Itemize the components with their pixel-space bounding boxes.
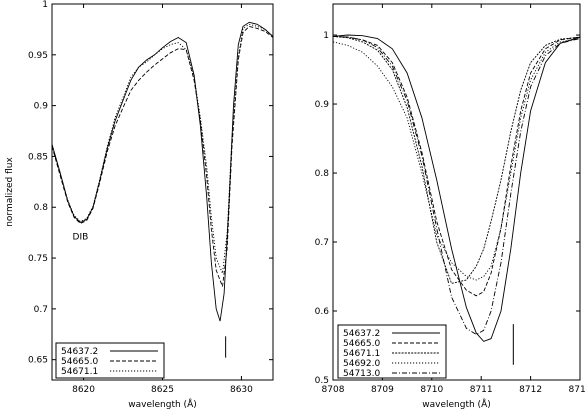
y-tick-label: 0.8 [34,203,49,213]
y-tick-label: 0.95 [28,51,48,61]
left-ticks: 8620 8625 8630 0.65 0.7 0.75 0.8 0.85 0.9 0.95 1 [28,0,273,395]
legend-label: 54671.1 [61,367,98,377]
right-ticks: 8708 8709 8710 8711 8712 8713 0.5 0.6 0.7 0.8 0.9 1 [315,4,585,395]
y-tick-label: 0.9 [34,102,49,112]
y-tick-label: 0.5 [315,376,329,386]
series-line-54637.2 [333,34,580,342]
legend-label: 54671.1 [343,349,380,359]
legend-label: 54637.2 [343,329,380,339]
left-panel: 8620 8625 8630 0.65 0.7 0.75 0.8 0.85 0.9 0.95 1 w… [5,0,274,410]
legend-label: 54665.0 [343,339,380,349]
series-line-54665.0 [333,35,580,297]
left-series [52,21,273,322]
right-panel: 8708 8709 8710 8711 8712 8713 0.5 0.6 0.7 0.8 0.9 1… [315,3,585,410]
x-tick-label: 8710 [420,385,443,395]
y-tick-label: 0.7 [315,238,329,248]
x-tick-label: 8625 [151,385,174,395]
x-tick-label: 8711 [470,385,493,395]
dib-annotation: DIB [73,233,89,243]
series-line-54637.2 [52,21,273,322]
left-y-axis-label: normalized flux [5,157,15,227]
legend-label: 54665.0 [61,357,98,367]
legend-label: 54637.2 [61,347,98,357]
y-tick-label: 1 [42,0,48,10]
legend-box [337,324,447,379]
right-plot-frame [332,3,581,381]
legend-box [55,342,165,379]
x-tick-label: 8713 [569,385,585,395]
x-tick-label: 8709 [371,385,394,395]
y-tick-label: 0.6 [315,307,330,317]
y-tick-label: 1 [323,31,329,41]
y-tick-label: 0.85 [28,152,48,162]
left-x-axis-label: wavelength (Å) [128,398,196,410]
legend-label: 54692.0 [343,359,380,369]
series-line-54671.1 [52,23,273,276]
legend-label: 54713.0 [343,369,380,379]
y-tick-label: 0.75 [28,254,48,264]
x-tick-label: 8630 [230,385,253,395]
x-tick-label: 8712 [519,385,542,395]
series-line-54671.1 [333,35,580,284]
right-series [333,34,580,342]
x-tick-label: 8708 [322,385,345,395]
y-tick-label: 0.7 [34,305,48,315]
y-tick-label: 0.8 [315,169,330,179]
y-tick-label: 0.65 [28,356,48,366]
right-x-axis-label: wavelength (Å) [422,398,490,410]
series-line-54713.0 [333,35,580,336]
y-tick-label: 0.9 [315,100,330,110]
left-plot-frame [51,3,274,381]
x-tick-label: 8620 [72,385,95,395]
